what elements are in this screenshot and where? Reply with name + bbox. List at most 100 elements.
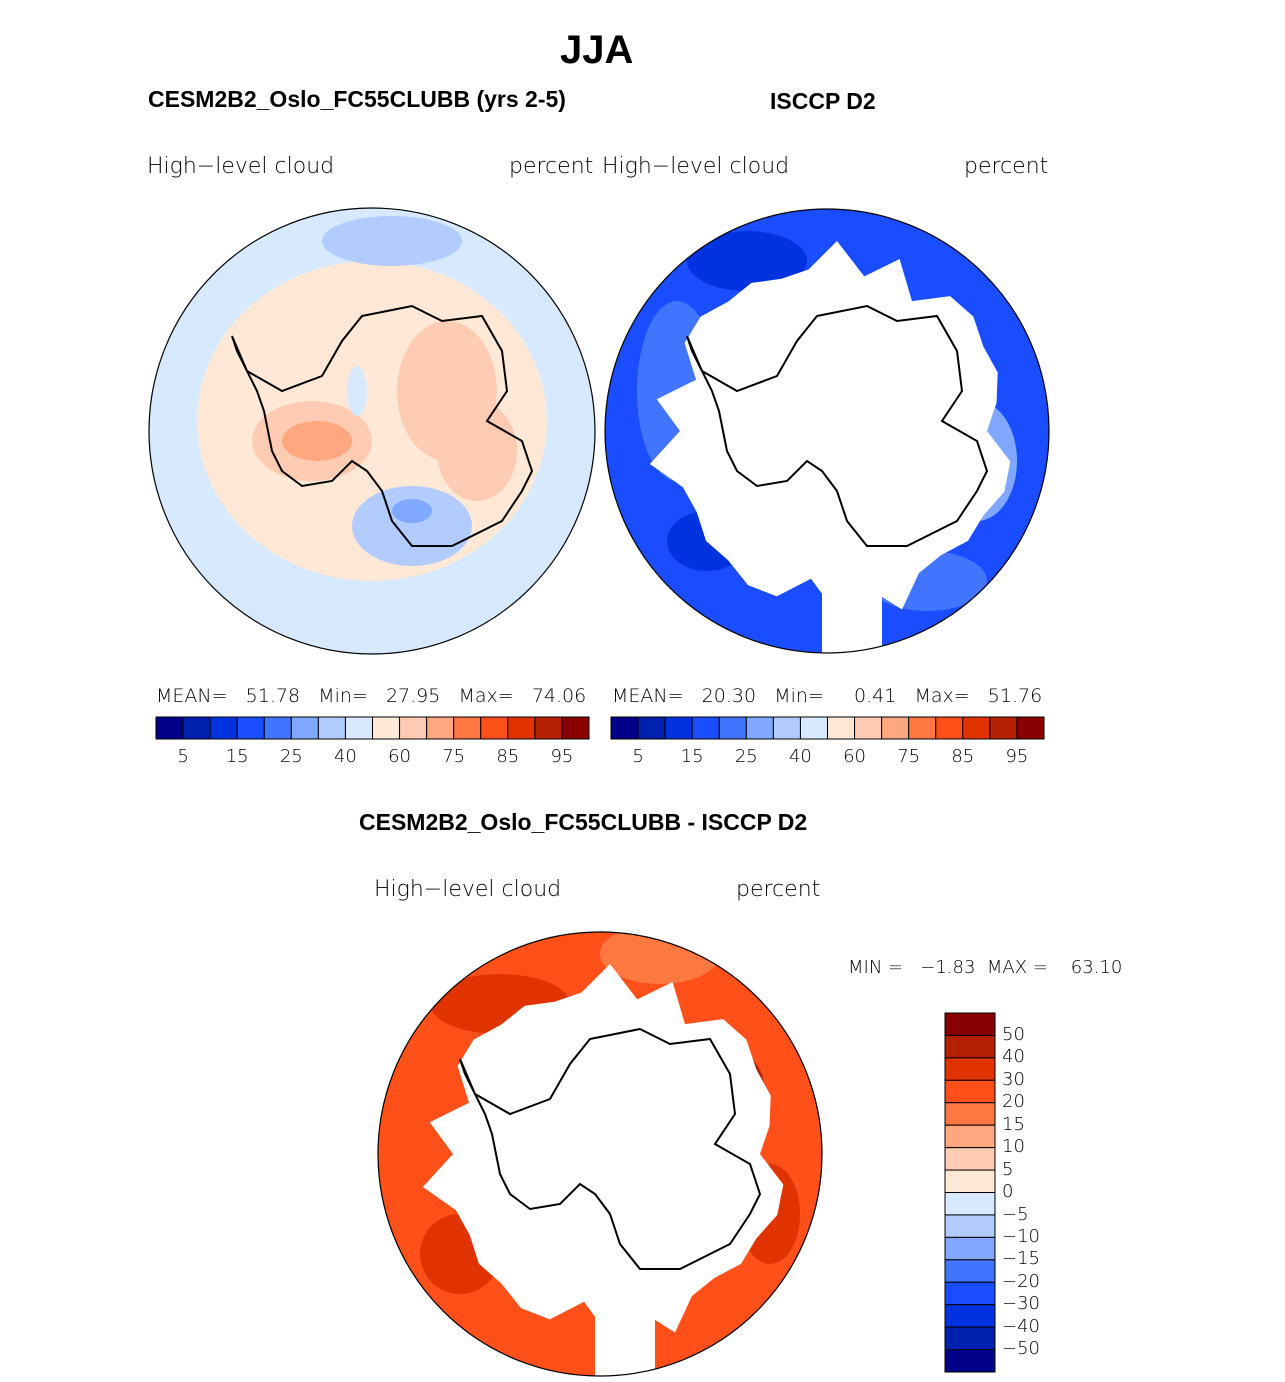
colorbar-tick-label: 40	[333, 746, 357, 767]
min-value: 27.95	[385, 685, 441, 707]
contour-region	[687, 231, 807, 291]
missing-data-mask	[422, 964, 784, 1337]
panel1-stats: MEAN= 51.78 Min= 27.95 Max= 74.06	[156, 685, 586, 707]
diff-map	[377, 931, 823, 1377]
colorbar-swatch	[827, 716, 856, 740]
colorbar-swatch	[317, 716, 346, 740]
contour-region	[437, 401, 517, 501]
antarctica-coastline	[686, 304, 989, 547]
colorbar-swatch	[209, 716, 238, 740]
map-boundary	[377, 931, 823, 1377]
colorbar-swatch	[944, 1102, 996, 1126]
colorbar-tick-label: −40	[1002, 1315, 1040, 1337]
mean-label: MEAN=	[612, 685, 684, 707]
panel3-variable: High−level cloud	[374, 877, 562, 902]
colorbar-tick-label: 25	[279, 746, 303, 767]
colorbar-swatch	[944, 1079, 996, 1104]
mean-value: 20.30	[701, 685, 757, 707]
colorbar-swatch	[664, 716, 693, 740]
colorbar-swatch	[155, 716, 184, 740]
colorbar-tick-label: 0	[1002, 1181, 1014, 1203]
colorbar-swatch	[691, 716, 720, 740]
colorbar-swatch	[944, 1349, 996, 1373]
colorbar-swatch	[944, 1281, 996, 1306]
max-value: 63.10	[1070, 957, 1123, 978]
colorbar-swatch	[399, 716, 428, 740]
colorbar-swatch	[480, 716, 509, 740]
colorbar-swatch	[561, 716, 590, 740]
colorbar-swatch	[944, 1236, 996, 1261]
contour-region	[392, 499, 432, 523]
colorbar-tick-label: −30	[1002, 1293, 1040, 1315]
colorbar-tick-label: 60	[843, 746, 867, 767]
colorbar-tick-label: 5	[177, 746, 189, 767]
colorbar-tick-label: 60	[388, 746, 412, 767]
panel3-units: percent	[736, 877, 821, 902]
panel3-case-title: CESM2B2_Oslo_FC55CLUBB - ISCCP D2	[359, 809, 808, 835]
colorbar-swatch	[908, 716, 937, 740]
colorbar-swatch	[426, 716, 455, 740]
colorbar-swatch	[944, 1057, 996, 1081]
missing-data-mask	[595, 1274, 655, 1376]
colorbar-tick-label: −10	[1002, 1225, 1040, 1247]
colorbar-swatch	[944, 1124, 996, 1149]
colorbar-swatch	[745, 716, 774, 740]
colorbar-swatch	[290, 716, 319, 740]
colorbar-swatch	[453, 716, 482, 740]
panel1-variable: High−level cloud	[147, 154, 335, 179]
colorbar-tick-label: 15	[680, 746, 704, 767]
max-label: Max=	[914, 685, 970, 707]
max-label: Max=	[458, 685, 514, 707]
colorbar-swatch	[772, 716, 801, 740]
colorbar-swatch	[799, 716, 828, 740]
colorbar-swatch	[944, 1259, 996, 1283]
colorbar-tick-label: −15	[1002, 1248, 1040, 1270]
colorbar-swatch	[881, 716, 910, 740]
colorbar-tick-label: 20	[1002, 1091, 1025, 1113]
colorbar-tick-label: 40	[1002, 1046, 1025, 1068]
colorbar-tick-label: −5	[1002, 1203, 1029, 1225]
map-boundary	[148, 207, 596, 655]
panel2-variable: High−level cloud	[602, 154, 790, 179]
contour-region	[347, 366, 367, 416]
colorbar-swatch	[944, 1147, 996, 1171]
colorbar-swatch	[944, 1169, 996, 1193]
colorbar-tick-label: 85	[951, 746, 975, 767]
panel3-stats: MIN = −1.83 MAX = 63.10	[848, 957, 1122, 978]
min-value: 0.41	[854, 685, 897, 707]
mean-label: MEAN=	[156, 685, 228, 707]
colorbar-swatch	[854, 716, 883, 740]
colorbar-tick-label: −20	[1002, 1270, 1040, 1292]
colorbar-tick-label: 25	[734, 746, 758, 767]
colorbar-tick-label: 30	[1002, 1068, 1025, 1090]
colorbar-tick-label: 40	[788, 746, 812, 767]
max-label: MAX =	[986, 957, 1048, 978]
colorbar-swatch	[263, 716, 292, 740]
contour-region	[352, 486, 472, 566]
colorbar-swatch	[372, 716, 401, 740]
colorbar-tick-label: 15	[1002, 1113, 1025, 1135]
colorbar-swatch	[534, 716, 563, 740]
colorbar-swatch	[944, 1214, 996, 1238]
panel1-units: percent	[509, 154, 594, 179]
colorbar-swatch	[718, 716, 747, 740]
colorbar-swatch	[344, 716, 373, 740]
colorbar-tick-label: 75	[897, 746, 921, 767]
colorbar-swatch	[944, 1012, 996, 1036]
colorbar-swatch	[944, 1192, 996, 1216]
colorbar-swatch	[236, 716, 265, 740]
colorbar-tick-label: 5	[1002, 1158, 1014, 1180]
mean-value: 51.78	[245, 685, 301, 707]
colorbar-swatch	[989, 716, 1018, 740]
contour-region	[322, 216, 462, 266]
obs-map	[604, 208, 1050, 654]
colorbar-tick-label: 50	[1002, 1024, 1025, 1045]
colorbar-swatch	[944, 1326, 996, 1351]
colorbar-swatch	[1016, 716, 1045, 740]
contour-region	[282, 421, 352, 461]
panel2-stats: MEAN= 20.30 Min= 0.41 Max= 51.76	[612, 685, 1042, 707]
colorbar-swatch	[935, 716, 964, 740]
colorbar-swatch	[944, 1034, 996, 1059]
missing-data-mask	[649, 241, 1011, 614]
